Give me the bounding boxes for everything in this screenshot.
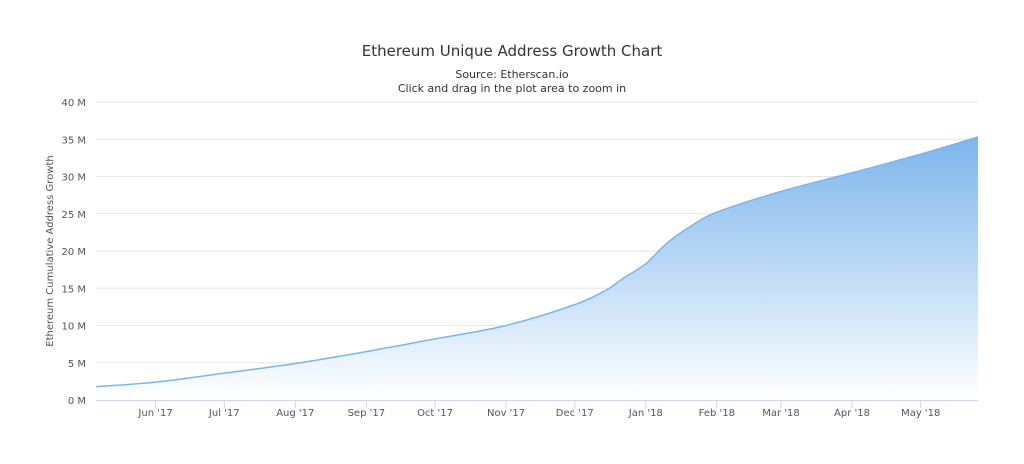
y-tick-label: 30 M (61, 173, 86, 184)
x-tick-label: Feb '18 (699, 408, 735, 419)
y-tick-label: 25 M (61, 210, 86, 221)
x-tick-label: Aug '17 (276, 408, 314, 419)
x-tick-label: Mar '18 (762, 408, 800, 419)
series-line (95, 136, 979, 388)
y-axis-label: Ethereum Cumulative Address Growth (45, 155, 56, 346)
x-tick-label: Sep '17 (348, 408, 386, 419)
x-tick-label: Nov '17 (487, 408, 525, 419)
chart-title: Ethereum Unique Address Growth Chart (361, 42, 663, 60)
x-tick-label: Jul '17 (208, 408, 240, 419)
y-tick-label: 5 M (68, 359, 86, 370)
y-tick-label: 20 M (61, 247, 86, 258)
y-tick-label: 10 M (61, 322, 86, 333)
y-tick-label: 0 M (68, 396, 86, 407)
x-tick-label: Apr '18 (834, 408, 870, 419)
chart-subtitle: Source: Etherscan.io (455, 68, 569, 81)
y-tick-label: 35 M (61, 135, 86, 146)
x-tick-label: Oct '17 (417, 408, 453, 419)
y-tick-label: 15 M (61, 284, 86, 295)
x-tick-label: Jun '17 (137, 408, 172, 419)
chart-zoom-hint: Click and drag in the plot area to zoom … (397, 82, 627, 95)
x-tick-label: Jan '18 (628, 408, 663, 419)
x-tick-label: Dec '17 (556, 408, 594, 419)
area-fill (96, 137, 978, 400)
x-tick-label: May '18 (901, 408, 940, 419)
y-tick-label: 40 M (61, 98, 86, 109)
